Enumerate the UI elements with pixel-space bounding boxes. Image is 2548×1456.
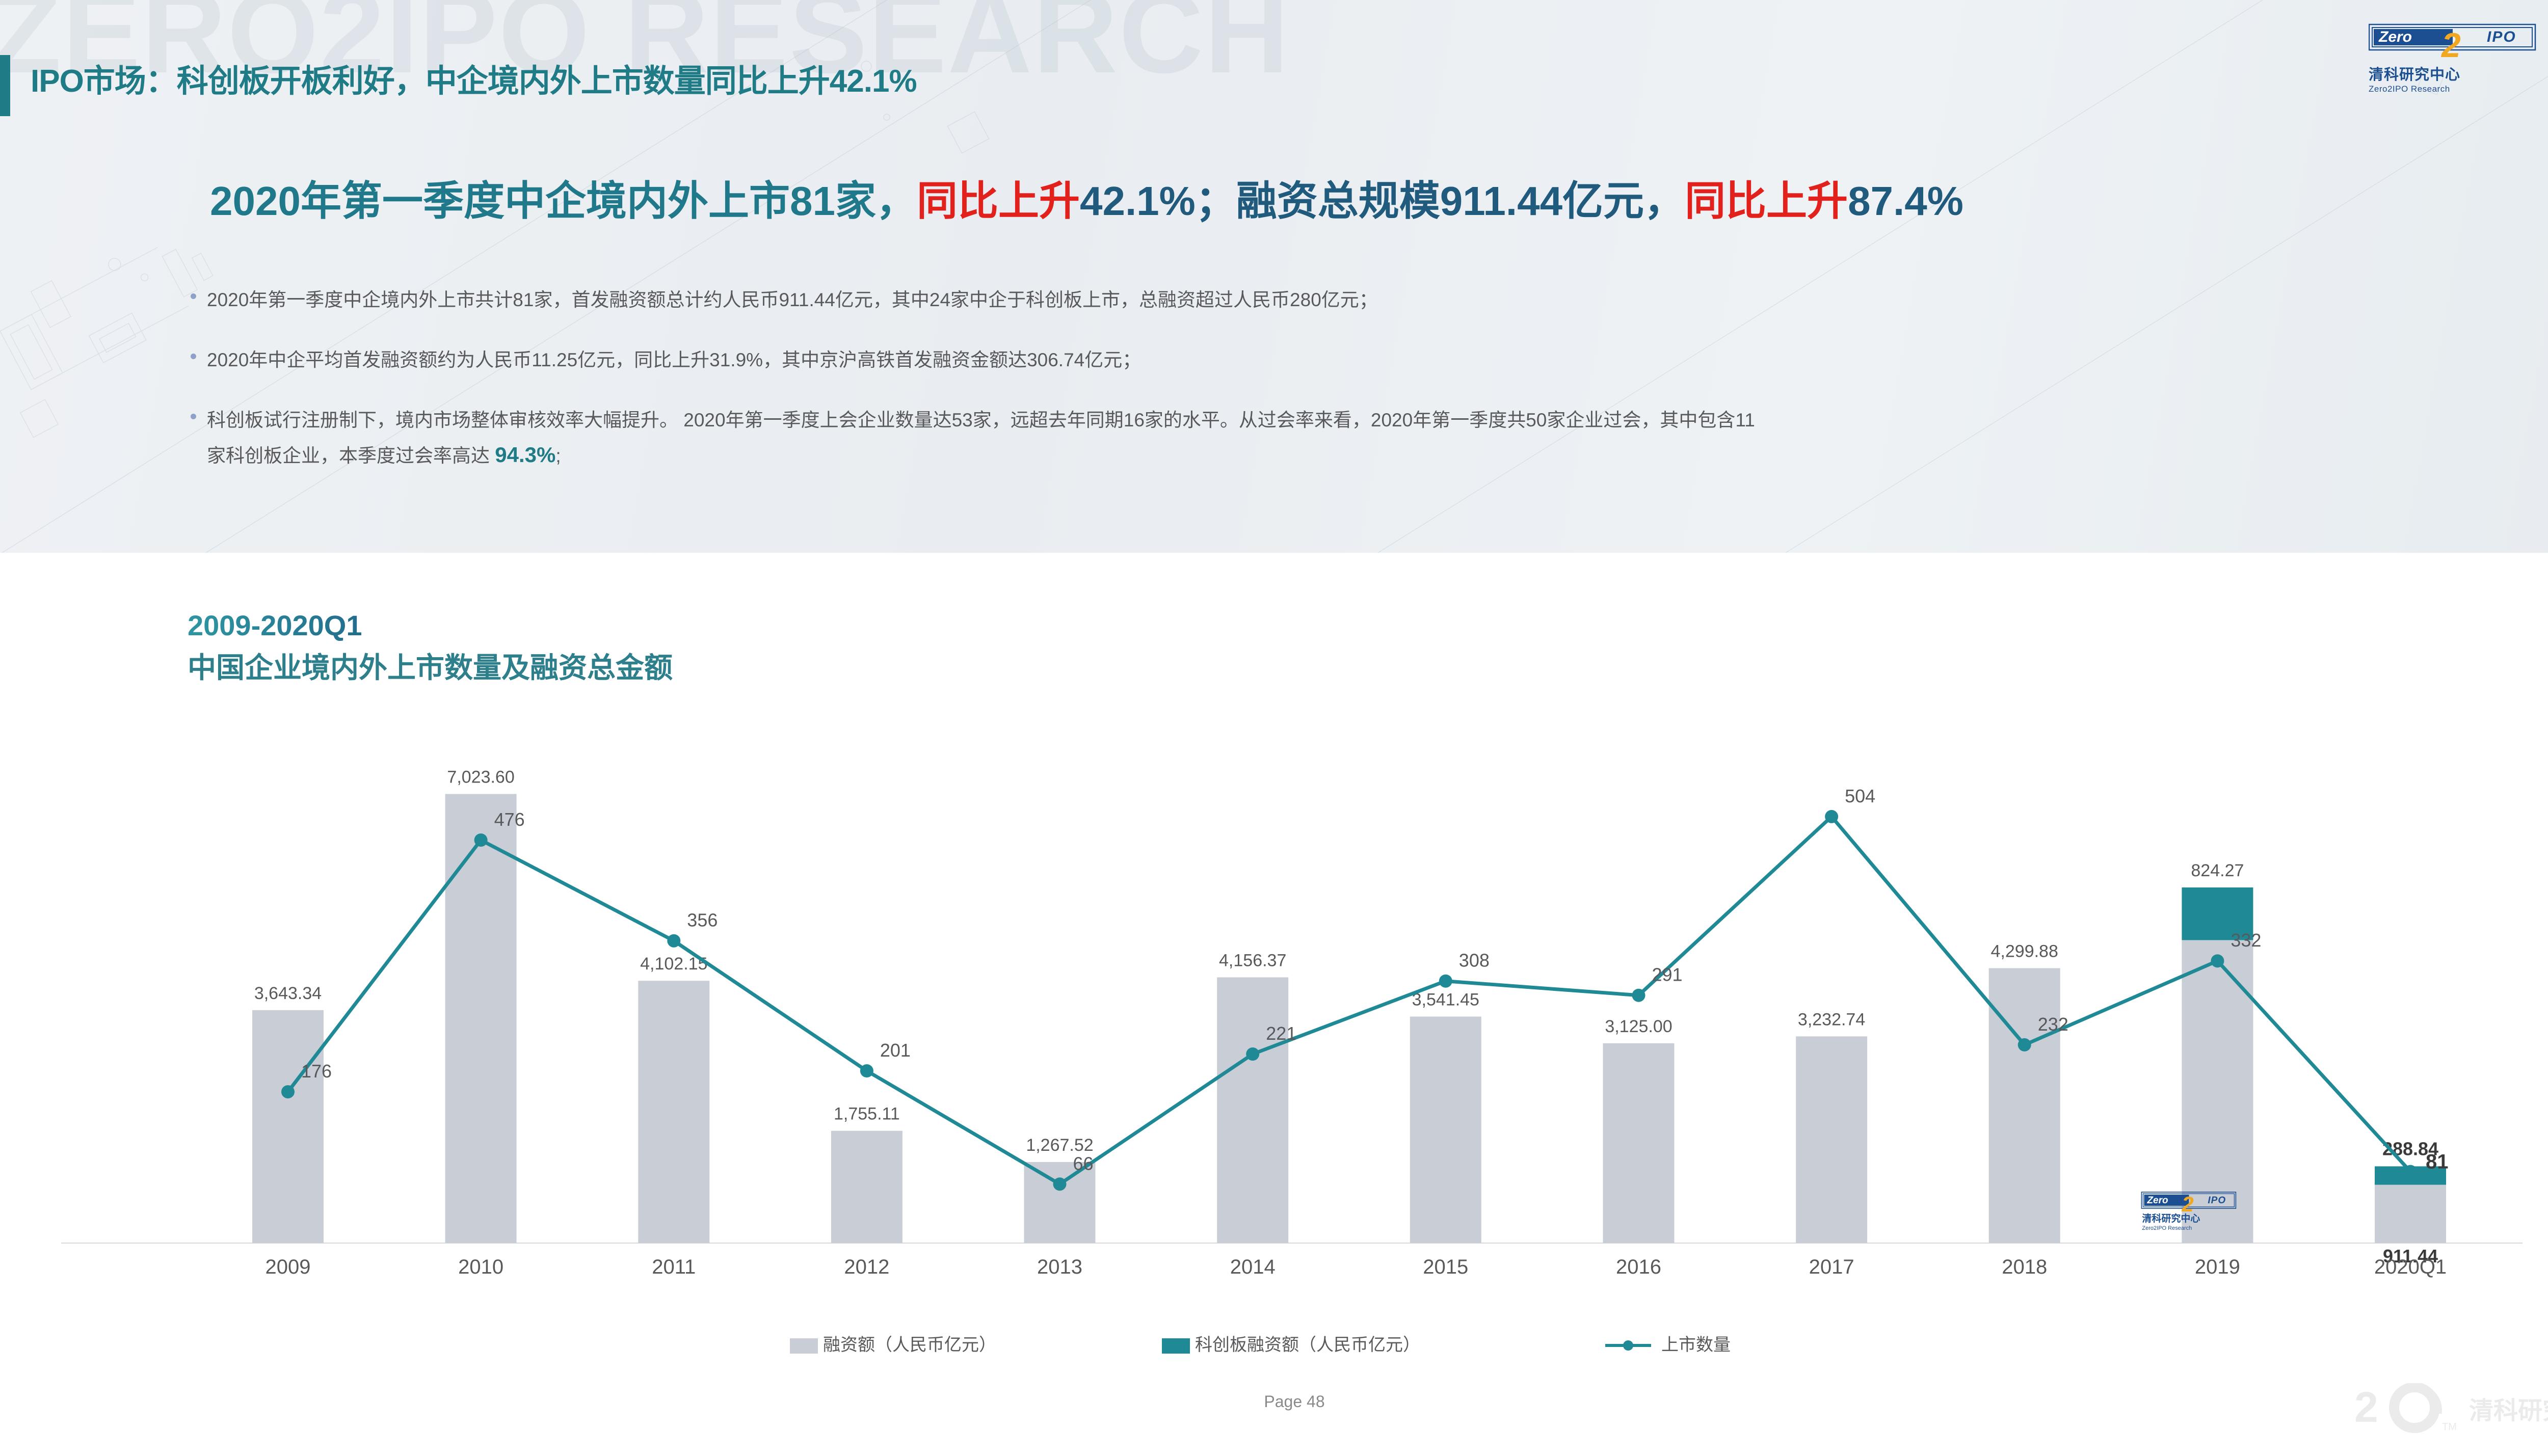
svg-text:7,023.60: 7,023.60	[447, 768, 514, 787]
svg-text:Zero2IPO Research: Zero2IPO Research	[2142, 1225, 2192, 1231]
svg-text:232: 232	[2038, 1014, 2068, 1035]
svg-text:2: 2	[2354, 1383, 2378, 1431]
svg-text:科创板融资额（人民币亿元）: 科创板融资额（人民币亿元）	[1195, 1335, 1420, 1355]
svg-text:2014: 2014	[1230, 1256, 1276, 1278]
svg-text:504: 504	[1845, 786, 1875, 806]
svg-text:2018: 2018	[2002, 1256, 2047, 1278]
svg-text:清科研究中心: 清科研究中心	[2142, 1212, 2200, 1224]
svg-text:176: 176	[301, 1061, 332, 1082]
svg-text:81: 81	[2426, 1151, 2449, 1173]
svg-text:4,299.88: 4,299.88	[1991, 941, 2058, 961]
svg-text:308: 308	[1459, 950, 1490, 971]
svg-text:Zero: Zero	[2146, 1195, 2168, 1206]
svg-text:IPO: IPO	[2487, 29, 2516, 45]
svg-text:291: 291	[1652, 964, 1683, 985]
svg-text:824.27: 824.27	[2191, 861, 2244, 880]
svg-text:332: 332	[2231, 930, 2261, 951]
svg-text:2016: 2016	[1616, 1256, 1661, 1278]
svg-text:3,541.45: 3,541.45	[1412, 990, 1479, 1010]
svg-text:476: 476	[494, 809, 525, 830]
svg-text:2013: 2013	[1037, 1256, 1082, 1278]
svg-text:2015: 2015	[1423, 1256, 1468, 1278]
svg-text:3,232.74: 3,232.74	[1798, 1010, 1865, 1029]
svg-text:1,755.11: 1,755.11	[834, 1104, 900, 1124]
svg-text:清科研究中心: 清科研究中心	[2469, 1397, 2548, 1424]
svg-text:2009: 2009	[266, 1256, 311, 1278]
svg-text:3,125.00: 3,125.00	[1605, 1017, 1672, 1036]
svg-text:221: 221	[1266, 1023, 1296, 1044]
svg-text:2: 2	[2440, 26, 2461, 60]
svg-text:2: 2	[2181, 1192, 2193, 1216]
svg-text:2010: 2010	[458, 1256, 503, 1278]
svg-text:Zero: Zero	[2378, 29, 2412, 45]
svg-text:2012: 2012	[844, 1256, 889, 1278]
svg-text:201: 201	[880, 1040, 911, 1061]
svg-text:TM: TM	[2442, 1421, 2457, 1433]
svg-text:2017: 2017	[1809, 1256, 1854, 1278]
svg-text:2011: 2011	[652, 1256, 696, 1278]
svg-text:2019: 2019	[2195, 1256, 2240, 1278]
svg-text:上市数量: 上市数量	[1661, 1335, 1731, 1355]
svg-text:66: 66	[1073, 1153, 1094, 1174]
svg-text:4,156.37: 4,156.37	[1219, 951, 1286, 970]
svg-text:融资额（人民币亿元）: 融资额（人民币亿元）	[823, 1335, 996, 1355]
svg-text:2020Q1: 2020Q1	[2374, 1256, 2447, 1278]
svg-text:356: 356	[687, 910, 718, 931]
svg-text:1,267.52: 1,267.52	[1026, 1136, 1093, 1155]
svg-text:IPO: IPO	[2208, 1195, 2226, 1206]
svg-text:3,643.34: 3,643.34	[254, 984, 322, 1003]
